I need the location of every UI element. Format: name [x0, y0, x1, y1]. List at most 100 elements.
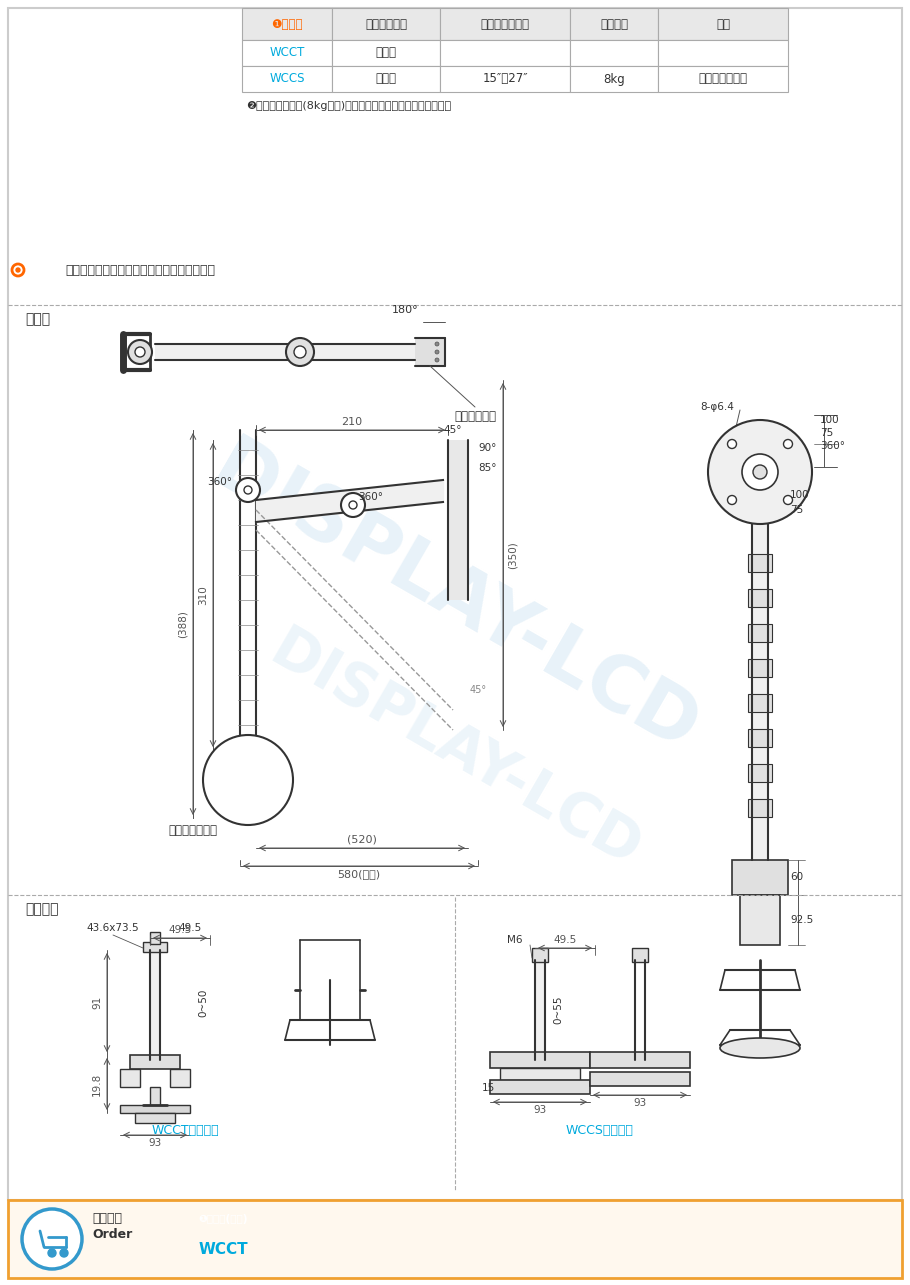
Text: 适用显示器尺寸: 适用显示器尺寸 — [480, 18, 530, 31]
Circle shape — [22, 1209, 82, 1270]
Text: M6: M6 — [507, 935, 522, 944]
Bar — [150, 1087, 160, 1106]
Bar — [532, 948, 548, 962]
Text: 90°: 90° — [478, 443, 496, 454]
Text: 91: 91 — [92, 996, 102, 1009]
Text: 0~55: 0~55 — [553, 996, 563, 1024]
Text: 0~50: 0~50 — [198, 988, 208, 1016]
Bar — [233, 785, 263, 797]
Circle shape — [48, 1249, 56, 1257]
Bar — [242, 40, 332, 66]
Text: 43.6x73.5: 43.6x73.5 — [86, 923, 139, 933]
Text: 特点：采用氮气弹簧，具有弹力恒定的特点。: 特点：采用氮气弹簧，具有弹力恒定的特点。 — [65, 263, 215, 276]
Circle shape — [435, 342, 439, 346]
Bar — [150, 950, 160, 1060]
Circle shape — [435, 350, 439, 353]
Bar — [748, 694, 772, 712]
Text: 订购范例: 订购范例 — [92, 1212, 122, 1225]
Text: 锁孔式: 锁孔式 — [376, 72, 397, 86]
Circle shape — [742, 454, 778, 490]
Bar — [332, 66, 440, 93]
Text: 有两种安装方式: 有两种安装方式 — [168, 824, 217, 837]
Bar — [748, 765, 772, 783]
Bar — [570, 8, 658, 40]
Text: WCCT：台夹式: WCCT：台夹式 — [151, 1123, 218, 1136]
Text: 台夹式: 台夹式 — [376, 46, 397, 59]
Circle shape — [784, 439, 793, 448]
Bar — [590, 1052, 690, 1068]
Text: 92.5: 92.5 — [790, 915, 814, 925]
Bar — [440, 8, 570, 40]
Text: 49.5: 49.5 — [168, 925, 192, 935]
Circle shape — [203, 735, 293, 825]
Text: 360°: 360° — [820, 441, 845, 451]
Text: 93: 93 — [533, 1105, 547, 1115]
Circle shape — [341, 493, 365, 517]
Circle shape — [708, 420, 812, 524]
Circle shape — [784, 496, 793, 505]
Bar — [752, 524, 768, 860]
Circle shape — [60, 1249, 68, 1257]
Text: 100: 100 — [790, 490, 810, 500]
Text: ❶类型码(型号): ❶类型码(型号) — [198, 1214, 248, 1225]
Bar — [440, 66, 570, 93]
Bar — [223, 765, 273, 785]
Circle shape — [135, 347, 145, 357]
Text: 93: 93 — [633, 1097, 647, 1108]
Text: 8kg: 8kg — [603, 72, 625, 86]
Bar — [590, 1072, 690, 1086]
Text: WCCT: WCCT — [269, 46, 305, 59]
Bar — [658, 66, 788, 93]
Circle shape — [16, 269, 20, 272]
Bar — [143, 942, 167, 952]
Text: (350): (350) — [508, 541, 518, 569]
Text: 8-φ6.4: 8-φ6.4 — [700, 402, 733, 412]
Bar — [440, 40, 570, 66]
Text: 45°: 45° — [444, 425, 462, 436]
Circle shape — [727, 496, 736, 505]
Text: (520): (520) — [347, 835, 377, 846]
Bar — [748, 625, 772, 642]
Bar — [150, 932, 160, 944]
Text: 45°: 45° — [470, 685, 487, 695]
Text: 三视图: 三视图 — [25, 312, 50, 326]
Circle shape — [435, 359, 439, 362]
Bar — [332, 8, 440, 40]
Bar — [242, 8, 332, 40]
Circle shape — [753, 465, 767, 479]
Text: 310: 310 — [198, 585, 208, 605]
Text: 19.8: 19.8 — [92, 1073, 102, 1096]
Text: 49.5: 49.5 — [178, 923, 202, 933]
Bar — [130, 1055, 180, 1069]
Bar — [8, 1200, 902, 1279]
Bar — [242, 66, 332, 93]
Text: 180°: 180° — [391, 305, 419, 315]
Bar — [170, 1069, 190, 1087]
Text: 360°: 360° — [359, 492, 383, 502]
Bar — [570, 66, 658, 93]
Text: ❷根据显示器重量(8kg以内)调节阻尼，可以实现任意位置悬停。: ❷根据显示器重量(8kg以内)调节阻尼，可以实现任意位置悬停。 — [246, 102, 451, 111]
Text: 最大负重: 最大负重 — [600, 18, 628, 31]
Bar — [748, 799, 772, 817]
Text: 60: 60 — [790, 873, 804, 882]
Circle shape — [286, 338, 314, 366]
Bar — [213, 797, 283, 804]
Bar — [135, 1113, 175, 1123]
Text: 360°: 360° — [207, 477, 232, 487]
Text: 93: 93 — [148, 1139, 162, 1148]
Bar — [120, 1069, 140, 1087]
Text: 底座安装方式: 底座安装方式 — [365, 18, 407, 31]
Text: 阻尼调节螺丝: 阻尼调节螺丝 — [454, 410, 496, 424]
Bar — [632, 948, 648, 962]
Bar — [732, 860, 788, 894]
Text: WCCS：锁孔式: WCCS：锁孔式 — [566, 1123, 634, 1136]
Text: ❶类型码: ❶类型码 — [271, 18, 303, 31]
Text: WCCT: WCCT — [198, 1243, 248, 1258]
Text: DISPLAY-LCD: DISPLAY-LCD — [199, 432, 711, 768]
Text: 显示器安装螺丝: 显示器安装螺丝 — [699, 72, 747, 86]
Bar — [155, 344, 415, 360]
Text: (388): (388) — [178, 610, 188, 637]
Circle shape — [128, 341, 152, 364]
Bar — [748, 589, 772, 607]
Bar — [490, 1079, 590, 1094]
